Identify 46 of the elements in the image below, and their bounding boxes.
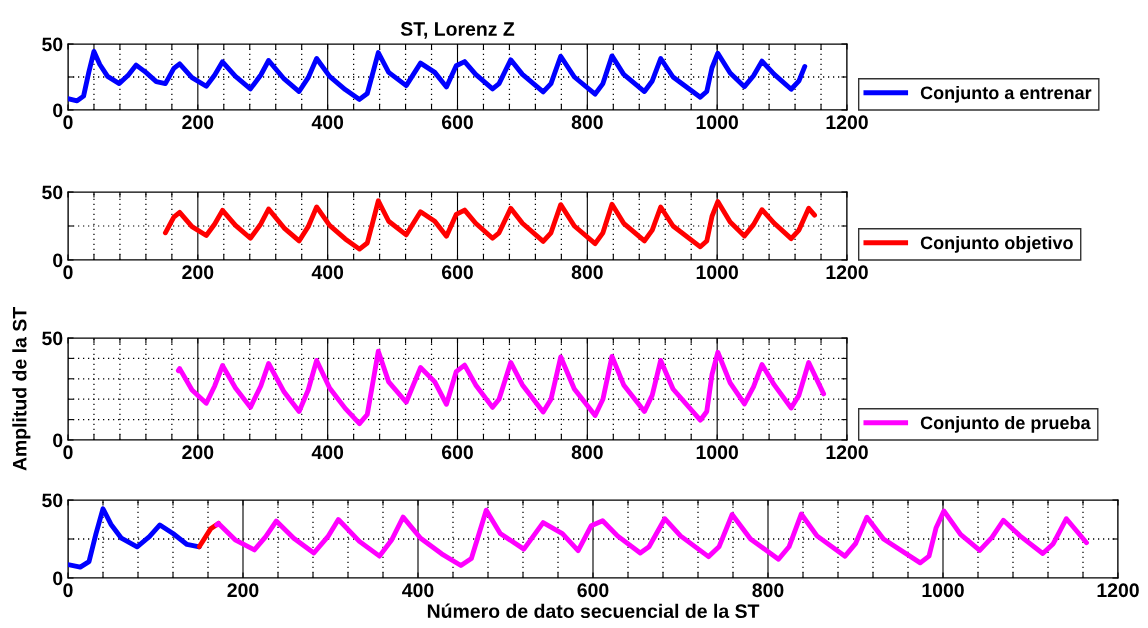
x-tick-label: 600 — [441, 115, 473, 130]
legend-label: Conjunto de prueba — [920, 415, 1091, 433]
x-tick-label: 1000 — [696, 445, 738, 460]
legend-label: Conjunto a entrenar — [920, 85, 1092, 103]
x-tick-label: 0 — [63, 583, 73, 598]
x-tick-label: 200 — [182, 115, 214, 130]
x-tick-label: 200 — [227, 583, 259, 598]
x-tick-label: 1000 — [922, 583, 964, 598]
x-tick-label: 1000 — [696, 265, 738, 280]
y-tick-label: 0 — [53, 433, 63, 448]
x-tick-label: 0 — [63, 115, 73, 130]
y-tick-label: 50 — [42, 37, 63, 52]
y-tick-label: 0 — [53, 103, 63, 118]
y-tick-label: 50 — [42, 493, 63, 508]
x-tick-label: 1200 — [1097, 583, 1139, 598]
x-tick-label: 600 — [577, 583, 609, 598]
x-tick-label: 200 — [182, 445, 214, 460]
x-tick-label: 1200 — [826, 115, 868, 130]
line-series — [162, 198, 817, 252]
x-tick-label: 400 — [311, 265, 344, 280]
x-tick-label: 400 — [311, 445, 344, 460]
x-tick-label: 800 — [571, 115, 603, 130]
x-tick-label: 1200 — [826, 265, 868, 280]
x-tick-label: 0 — [63, 265, 73, 280]
x-tick-label: 400 — [311, 115, 344, 130]
line-series — [214, 507, 1089, 568]
y-axis-title: Amplitud de la ST — [12, 307, 31, 471]
legend-label: Conjunto objetivo — [920, 235, 1073, 253]
y-tick-label: 50 — [42, 185, 63, 200]
x-tick-label: 600 — [441, 265, 473, 280]
x-tick-label: 1000 — [696, 115, 738, 130]
x-tick-label: 800 — [752, 583, 784, 598]
y-tick-label: 0 — [53, 571, 63, 586]
x-tick-label: 600 — [441, 445, 473, 460]
y-tick-label: 50 — [42, 331, 63, 346]
x-tick-label: 0 — [63, 445, 73, 460]
x-tick-label: 200 — [182, 265, 214, 280]
x-tick-label: 800 — [571, 445, 603, 460]
line-series — [175, 348, 827, 427]
line-series — [68, 48, 808, 104]
x-axis-title: Número de dato secuencial de la ST — [427, 603, 760, 619]
y-tick-label: 0 — [53, 253, 63, 268]
chart-title: ST, Lorenz Z — [400, 22, 515, 39]
x-tick-label: 800 — [571, 265, 603, 280]
x-tick-label: 400 — [402, 583, 434, 598]
x-tick-label: 1200 — [826, 445, 868, 460]
